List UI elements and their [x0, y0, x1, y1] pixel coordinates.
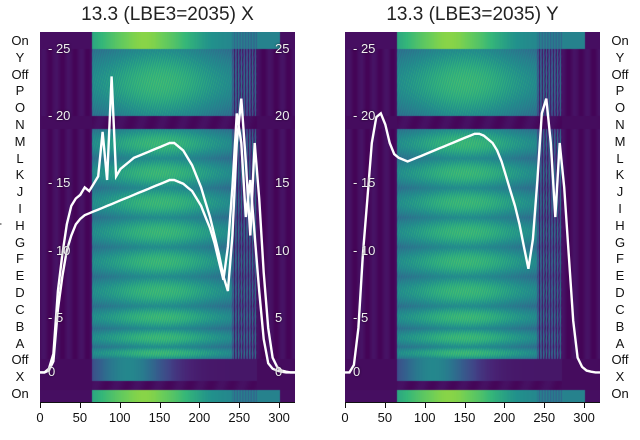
row-label-on-21: On [0, 385, 40, 402]
row-label-y-1: Y [0, 49, 40, 66]
row-labels-right: On Y Off P O N M L K J I H G F E D C B A Off X On [600, 32, 640, 402]
row-label-off-2: Off [0, 66, 40, 83]
row-labels-left: On Y Off P O N M L K J I H G F E D C B A Off X On [0, 32, 40, 402]
ytick-label-yticksYLeft: - 10 [353, 243, 375, 258]
ytick-label-yticksXRight: 5 [275, 310, 282, 325]
ytick-label-yticksYLeft: 0 [353, 364, 360, 379]
row-label-b-17: B [0, 318, 40, 335]
row-label-n-5: N [0, 116, 40, 133]
row-label-m-6: M [0, 133, 40, 150]
ytick-label-yticksXLeft: - 15 [48, 175, 70, 190]
ytick-label-yticksXLeft: - 20 [48, 108, 70, 123]
row-label-k-8: K [600, 167, 640, 184]
row-label-d-15: D [0, 284, 40, 301]
row-label-i-10: I [600, 200, 640, 217]
row-label-n-5: N [600, 116, 640, 133]
ytick-label-yticksXRight: 0 [275, 364, 282, 379]
row-label-l-7: L [600, 150, 640, 167]
xtick-label-panel_x-150: 150 [149, 410, 171, 425]
row-label-k-8: K [0, 167, 40, 184]
xtick-label-panel_x-100: 100 [109, 410, 131, 425]
row-label-x-20: X [0, 368, 40, 385]
ytick-label-yticksXRight: 10 [275, 243, 289, 258]
xtick-label-panel_x-0: 0 [36, 410, 43, 425]
row-label-o-4: O [600, 99, 640, 116]
row-label-a-18: A [600, 335, 640, 352]
row-label-i-10: I [0, 200, 40, 217]
heatmap-canvas-y[interactable] [345, 32, 600, 402]
row-label-j-9: J [0, 183, 40, 200]
xtick-label-panel_y-150: 150 [454, 410, 476, 425]
ytick-label-yticksXLeft: - 10 [48, 243, 70, 258]
row-label-f-13: F [600, 251, 640, 268]
row-label-g-12: G [0, 234, 40, 251]
ytick-label-yticksXRight: 25 [275, 41, 289, 56]
panel-title-y: 13.3 (LBE3=2035) Y [345, 4, 600, 26]
row-label-on-0: On [0, 32, 40, 49]
heatmap-panel-x[interactable] [40, 32, 295, 402]
row-label-c-16: C [600, 301, 640, 318]
row-label-m-6: M [600, 133, 640, 150]
row-label-off-19: Off [600, 351, 640, 368]
row-label-f-13: F [0, 251, 40, 268]
row-label-on-0: On [600, 32, 640, 49]
xtick-label-panel_x-50: 50 [73, 410, 87, 425]
xtick-label-panel_y-100: 100 [414, 410, 436, 425]
xtick-label-panel_x-200: 200 [189, 410, 211, 425]
xtick-label-panel_y-250: 250 [533, 410, 555, 425]
row-label-j-9: J [600, 183, 640, 200]
ytick-label-yticksYLeft: - 5 [353, 310, 368, 325]
axis-baseline-panel_y [345, 402, 600, 403]
row-label-d-15: D [600, 284, 640, 301]
root-container: 13.3 (LBE3=2035) X 13.3 (LBE3=2035) Y On… [0, 0, 640, 440]
xtick-label-panel_y-300: 300 [573, 410, 595, 425]
xtick-label-panel_y-200: 200 [494, 410, 516, 425]
ytick-label-yticksYLeft: - 20 [353, 108, 375, 123]
row-label-off-2: Off [600, 66, 640, 83]
ytick-label-yticksXRight: 15 [275, 175, 289, 190]
xtick-label-panel_x-250: 250 [228, 410, 250, 425]
dipole-axis-label: Dipole [0, 190, 2, 250]
ytick-label-yticksXLeft: 0 [48, 364, 55, 379]
row-label-h-11: H [0, 217, 40, 234]
row-label-c-16: C [0, 301, 40, 318]
row-label-off-19: Off [0, 351, 40, 368]
xtick-label-panel_x-300: 300 [268, 410, 290, 425]
row-label-p-3: P [0, 82, 40, 99]
xtick-label-panel_y-0: 0 [341, 410, 348, 425]
heatmap-canvas-x[interactable] [40, 32, 295, 402]
ytick-label-yticksXLeft: - 25 [48, 41, 70, 56]
row-label-on-21: On [600, 385, 640, 402]
row-label-g-12: G [600, 234, 640, 251]
heatmap-panel-y[interactable] [345, 32, 600, 402]
row-label-p-3: P [600, 82, 640, 99]
row-label-a-18: A [0, 335, 40, 352]
row-label-b-17: B [600, 318, 640, 335]
row-label-y-1: Y [600, 49, 640, 66]
row-label-o-4: O [0, 99, 40, 116]
ytick-label-yticksYLeft: - 15 [353, 175, 375, 190]
row-label-h-11: H [600, 217, 640, 234]
panel-title-x: 13.3 (LBE3=2035) X [40, 4, 295, 26]
row-label-x-20: X [600, 368, 640, 385]
row-label-e-14: E [0, 267, 40, 284]
row-label-e-14: E [600, 267, 640, 284]
row-label-l-7: L [0, 150, 40, 167]
ytick-label-yticksXRight: 20 [275, 108, 289, 123]
ytick-label-yticksYLeft: - 25 [353, 41, 375, 56]
ytick-label-yticksXLeft: - 5 [48, 310, 63, 325]
xtick-label-panel_y-50: 50 [378, 410, 392, 425]
axis-baseline-panel_x [40, 402, 295, 403]
